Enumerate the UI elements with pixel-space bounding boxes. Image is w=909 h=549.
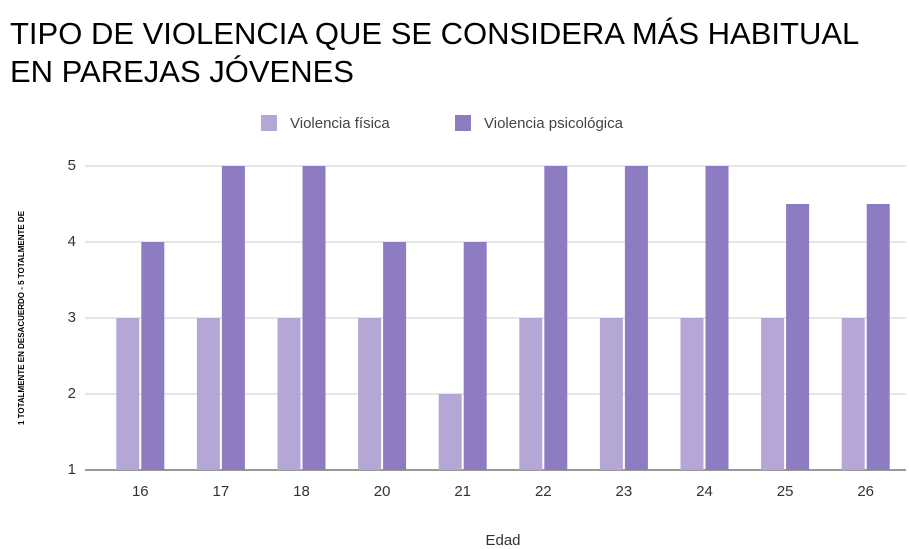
bar — [463, 242, 487, 470]
bar — [544, 166, 568, 470]
bar — [866, 204, 890, 470]
x-tick-label: 23 — [616, 483, 633, 500]
y-tick-label: 3 — [68, 309, 76, 326]
x-tick-label: 21 — [454, 483, 471, 500]
x-tick-label: 18 — [293, 483, 310, 500]
bar — [302, 166, 326, 470]
x-tick-label: 25 — [777, 483, 794, 500]
y-tick-label: 4 — [68, 233, 76, 250]
legend-swatch — [455, 115, 471, 131]
bar — [438, 394, 462, 470]
bar — [116, 318, 140, 470]
legend-label: Violencia psicológica — [484, 115, 624, 132]
y-tick-label: 5 — [68, 157, 76, 174]
bar — [786, 204, 810, 470]
x-tick-label: 20 — [374, 483, 391, 500]
x-tick-label: 26 — [857, 483, 874, 500]
chart-title: TIPO DE VIOLENCIA QUE SE CONSIDERA MÁS H… — [10, 16, 859, 51]
y-tick-label: 2 — [68, 385, 76, 402]
bar — [221, 166, 245, 470]
y-tick-label: 1 — [68, 461, 76, 478]
x-axis-label: Edad — [485, 532, 520, 549]
x-tick-label: 22 — [535, 483, 552, 500]
y-axis-label: 1 TOTALMENTE EN DESACUERDO - 5 TOTALMENT… — [17, 210, 26, 425]
bar — [141, 242, 165, 470]
x-tick-label: 16 — [132, 483, 149, 500]
legend-label: Violencia física — [290, 115, 390, 132]
bar — [705, 166, 729, 470]
bar — [196, 318, 220, 470]
bar — [519, 318, 543, 470]
bar — [624, 166, 648, 470]
bar — [599, 318, 623, 470]
legend-swatch — [261, 115, 277, 131]
bar — [358, 318, 382, 470]
bar — [761, 318, 785, 470]
x-tick-label: 24 — [696, 483, 713, 500]
bar — [383, 242, 407, 470]
bar — [841, 318, 865, 470]
bar — [680, 318, 704, 470]
chart-title: EN PAREJAS JÓVENES — [10, 54, 354, 89]
x-tick-label: 17 — [213, 483, 230, 500]
bar — [277, 318, 301, 470]
